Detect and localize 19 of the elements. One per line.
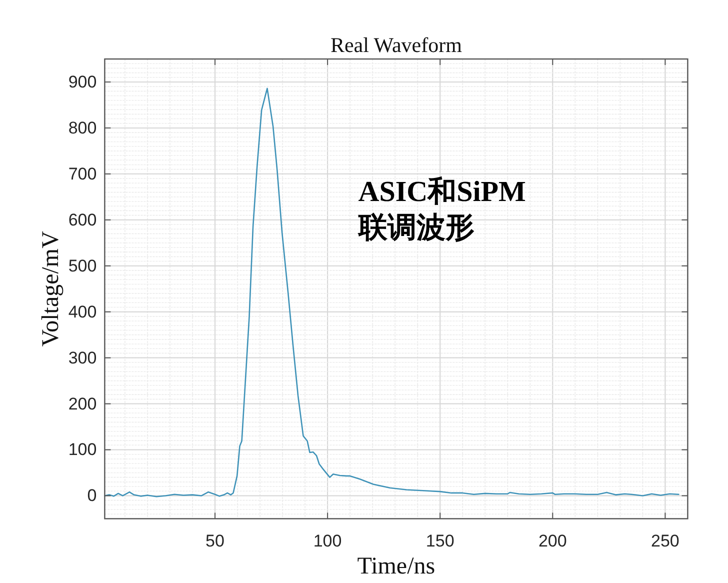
annotation: ASIC和SiPM 联调波形 xyxy=(357,176,526,244)
y-tick-label: 700 xyxy=(68,164,97,184)
x-tick-label: 50 xyxy=(206,532,224,551)
y-tick-label: 300 xyxy=(68,348,97,368)
y-tick-label: 0 xyxy=(87,486,97,506)
x-tick-label: 150 xyxy=(426,532,454,551)
x-tick-label: 250 xyxy=(651,532,680,551)
y-tick-label: 400 xyxy=(68,302,97,322)
y-tick-label: 200 xyxy=(68,394,97,414)
x-tick-label: 100 xyxy=(313,532,342,551)
y-tick-label: 600 xyxy=(68,210,97,230)
x-tick-label: 200 xyxy=(538,532,567,551)
y-axis-title: Voltage/mV xyxy=(38,230,64,347)
y-tick-label: 800 xyxy=(68,118,97,138)
x-axis-title: Time/ns xyxy=(357,554,436,580)
y-tick-label: 500 xyxy=(68,256,97,276)
chart-title: Real Waveform xyxy=(330,33,462,57)
y-tick-label: 900 xyxy=(68,72,97,92)
y-tick-label: 100 xyxy=(68,440,97,460)
